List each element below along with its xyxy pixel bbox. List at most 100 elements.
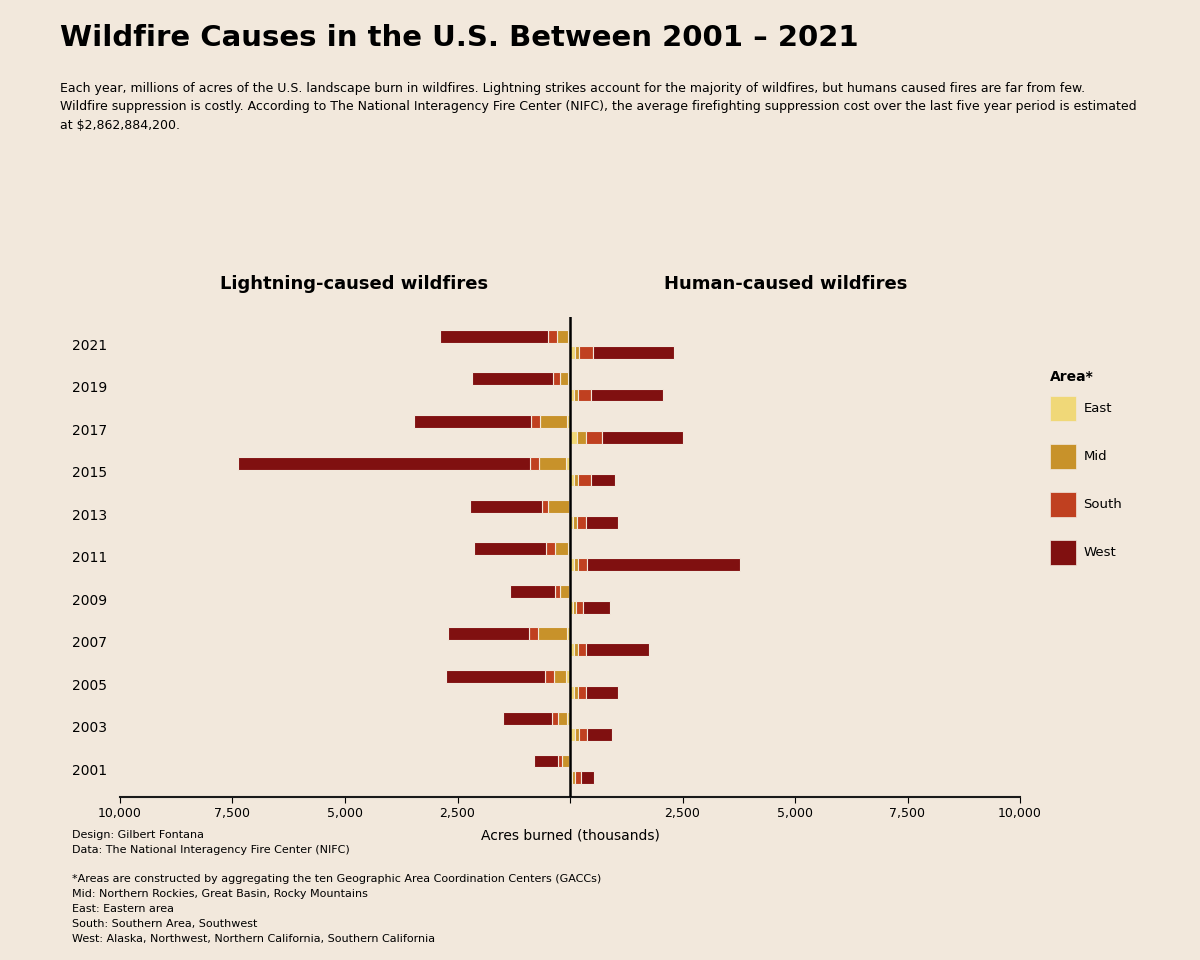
Bar (586, 431, 601, 444)
Bar (554, 542, 569, 555)
Bar (541, 500, 548, 513)
Bar (569, 585, 570, 597)
Bar (534, 755, 558, 767)
Bar (583, 601, 610, 613)
Text: Area*: Area* (1050, 370, 1093, 384)
Bar (556, 585, 559, 597)
Bar (574, 559, 578, 571)
Bar (587, 559, 740, 571)
Bar (569, 755, 570, 767)
Text: Each year, millions of acres of the U.S. landscape burn in wildfires. Lightning : Each year, millions of acres of the U.S.… (60, 82, 1136, 132)
Bar (577, 516, 587, 529)
Bar (238, 457, 530, 470)
Bar (572, 771, 575, 783)
Bar (560, 372, 569, 385)
Bar (590, 473, 616, 487)
Bar (576, 601, 583, 613)
Bar (575, 347, 580, 359)
Bar (532, 415, 540, 427)
Bar (570, 431, 577, 444)
Bar (572, 516, 577, 529)
Bar (540, 457, 566, 470)
Bar (510, 585, 556, 597)
Bar (574, 686, 578, 699)
Bar (558, 712, 566, 725)
Bar (570, 473, 574, 487)
Text: Wildfire Causes in the U.S. Between 2001 – 2021: Wildfire Causes in the U.S. Between 2001… (60, 24, 859, 52)
Bar (569, 500, 570, 513)
Text: Data: The National Interagency Fire Center (NIFC): Data: The National Interagency Fire Cent… (72, 845, 349, 854)
Bar (414, 415, 532, 427)
Bar (570, 347, 575, 359)
Bar (577, 431, 586, 444)
Bar (587, 729, 612, 741)
Bar (578, 643, 587, 657)
Bar (552, 712, 558, 725)
Text: Lightning-caused wildfires: Lightning-caused wildfires (220, 275, 488, 293)
Bar (469, 500, 541, 513)
Bar (538, 627, 568, 640)
Bar (557, 330, 568, 343)
Text: Mid: Mid (1084, 449, 1108, 463)
Bar (580, 347, 593, 359)
Bar (572, 601, 576, 613)
Bar (566, 712, 570, 725)
Bar (587, 643, 649, 657)
Bar (568, 415, 570, 427)
Bar (503, 712, 552, 725)
X-axis label: Acres burned (thousands): Acres burned (thousands) (480, 828, 660, 843)
Bar (587, 686, 618, 699)
Bar (578, 389, 590, 401)
Bar (540, 415, 568, 427)
Bar (590, 389, 662, 401)
Bar (574, 473, 578, 487)
Bar (570, 601, 572, 613)
Bar (578, 686, 587, 699)
Bar (562, 755, 569, 767)
Bar (570, 771, 572, 783)
Bar (529, 627, 538, 640)
Bar (473, 372, 553, 385)
Bar (569, 372, 570, 385)
Bar (580, 729, 587, 741)
Bar (566, 457, 570, 470)
Bar (578, 473, 590, 487)
Bar (570, 516, 572, 529)
Bar (474, 542, 546, 555)
Bar (558, 755, 562, 767)
Text: East: East (1084, 401, 1112, 415)
Bar (570, 686, 574, 699)
Bar (566, 670, 570, 683)
Bar (587, 516, 618, 529)
Bar (601, 431, 683, 444)
Bar (530, 457, 540, 470)
Bar (575, 729, 580, 741)
Text: Human-caused wildfires: Human-caused wildfires (665, 275, 907, 293)
Text: Design: Gilbert Fontana: Design: Gilbert Fontana (72, 830, 204, 840)
Bar (570, 729, 575, 741)
Bar (569, 542, 570, 555)
Bar (553, 670, 566, 683)
Bar (568, 627, 570, 640)
Bar (568, 330, 570, 343)
Bar (559, 585, 569, 597)
Bar (448, 627, 529, 640)
Bar (553, 372, 560, 385)
Bar (574, 389, 578, 401)
Bar (593, 347, 673, 359)
Bar (570, 389, 574, 401)
Bar (581, 771, 594, 783)
Bar (574, 643, 578, 657)
Text: West: West (1084, 545, 1116, 559)
Bar (546, 542, 554, 555)
Bar (547, 330, 557, 343)
Bar (439, 330, 547, 343)
Bar (570, 559, 574, 571)
Bar (548, 500, 569, 513)
Bar (446, 670, 545, 683)
Bar (575, 771, 581, 783)
Text: South: South (1084, 497, 1122, 511)
Bar (578, 559, 587, 571)
Bar (570, 643, 574, 657)
Bar (545, 670, 553, 683)
